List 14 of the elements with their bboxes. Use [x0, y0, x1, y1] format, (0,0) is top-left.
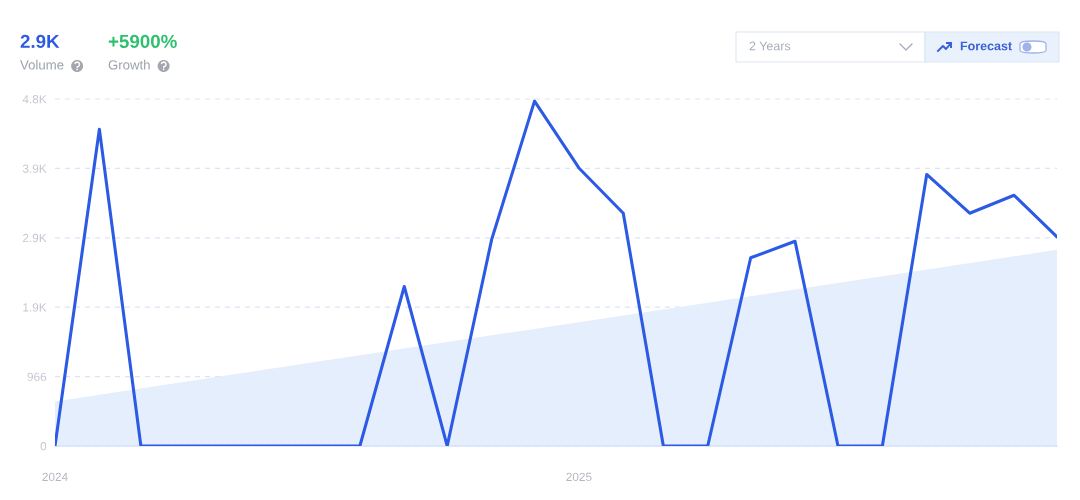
text: 2 Years: [749, 41, 791, 51]
y-tick-label: 966: [27, 372, 47, 381]
text: Growth: [108, 59, 150, 70]
text: Forecast: [960, 41, 1012, 51]
y-tick-label: 4.8K: [22, 95, 47, 104]
text: Volume: [20, 59, 64, 70]
y-tick-label: 3.9K: [22, 164, 47, 173]
y-tick-label: 2.9K: [22, 233, 47, 243]
line-series: [55, 99, 1057, 446]
y-tick-label: 1.9K: [23, 303, 47, 312]
text: +5900%: [108, 34, 177, 49]
y-tick-label: 0: [40, 442, 47, 451]
x-tick-label: 2025: [566, 472, 592, 482]
x-tick-label: 2024: [42, 472, 68, 482]
